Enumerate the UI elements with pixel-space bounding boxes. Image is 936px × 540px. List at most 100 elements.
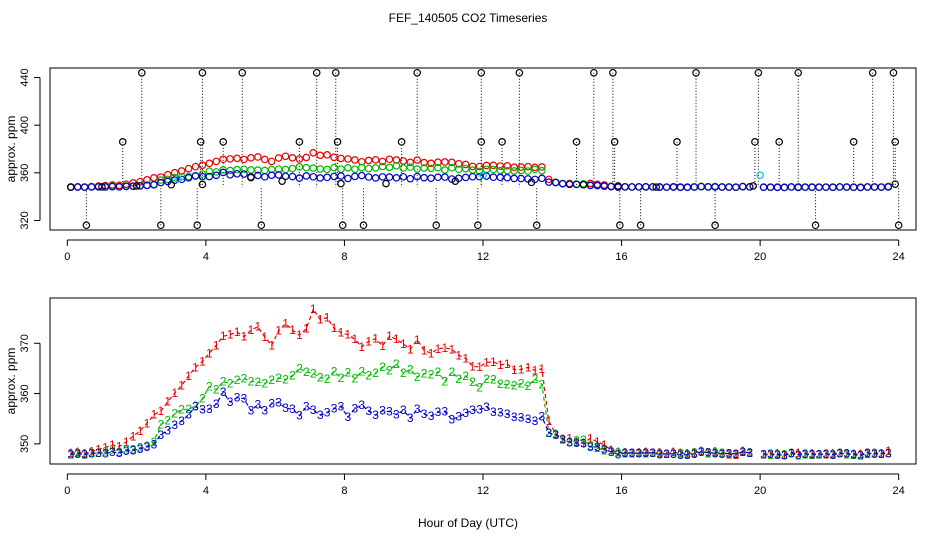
blue-point <box>357 171 366 180</box>
green-series-point-label: 2 <box>601 443 608 457</box>
outliers-point <box>775 138 783 146</box>
red-series-point-label: 1 <box>525 360 532 374</box>
outliers-point <box>474 221 482 230</box>
blue-series-point-label: 3 <box>663 447 670 461</box>
outliers-point <box>610 138 619 146</box>
red-series-point-label: 1 <box>81 446 88 460</box>
blue-series-point-label: 3 <box>324 406 331 420</box>
blue-point <box>80 183 89 192</box>
green-series-point-label: 2 <box>629 446 636 460</box>
outliers-point <box>572 138 581 146</box>
green-series-point-label: 2 <box>310 366 317 380</box>
red-series-point-label: 1 <box>206 346 213 360</box>
red-series-point-label: 1 <box>414 333 421 347</box>
blue-series-point-label: 3 <box>345 410 352 424</box>
blue-series-point-label: 3 <box>518 411 525 425</box>
blue-series-point-label: 3 <box>857 448 864 462</box>
red-series-point-label: 1 <box>400 337 407 351</box>
red-series-point-label: 1 <box>788 446 795 460</box>
green-series-point-label: 2 <box>511 379 518 393</box>
green-series-point-label: 2 <box>130 442 137 456</box>
blue-point <box>371 174 380 182</box>
green-series-point-label: 2 <box>254 375 261 389</box>
red-series-point-label: 1 <box>698 444 705 458</box>
cyan-point <box>174 174 182 183</box>
blue-series-point-label: 3 <box>109 445 116 459</box>
blue-series-point-label: 3 <box>386 405 393 419</box>
green-series-point-label: 2 <box>545 426 552 440</box>
blue-series-point-label: 3 <box>566 435 573 449</box>
green-point <box>364 164 373 173</box>
red-point <box>267 157 276 166</box>
green-series-point-label: 2 <box>164 414 171 428</box>
green-series-point-label: 2 <box>483 372 490 386</box>
bottom-x-tick-label: 24 <box>893 485 905 497</box>
green-series-point-label: 2 <box>559 432 566 446</box>
red-point <box>205 159 214 168</box>
blue-point <box>635 183 643 191</box>
blue-point <box>662 183 671 191</box>
green-series-point-label: 2 <box>476 381 483 395</box>
red-series-point-label: 1 <box>483 355 490 369</box>
outliers-point <box>849 138 858 146</box>
red-series-point-label: 1 <box>137 424 144 438</box>
green-series-point-label: 2 <box>171 407 178 421</box>
red-series-point-label: 1 <box>663 447 670 461</box>
outliers-point <box>137 68 146 77</box>
blue-series-point-label: 3 <box>88 446 95 460</box>
blue-point <box>835 183 844 191</box>
green-series-point-label: 2 <box>656 446 663 460</box>
top-panel: approx. ppm 0 4 8 12 16 20 24 320 360 400 440 <box>4 67 917 263</box>
green-series-point-label: 2 <box>199 392 206 406</box>
blue-point <box>884 183 893 191</box>
green-point <box>531 165 539 174</box>
red-series-point-label: 1 <box>629 446 636 460</box>
outliers-point <box>515 68 524 77</box>
green-series-point-label: 2 <box>608 444 615 458</box>
red-series-point-label: 1 <box>95 442 102 456</box>
green-series-point-label: 2 <box>248 375 255 389</box>
blue-point <box>260 173 269 181</box>
red-point <box>475 162 484 171</box>
green-series-point-label: 2 <box>81 447 88 461</box>
red-series-point-label: 1 <box>88 444 95 458</box>
blue-point <box>177 175 186 184</box>
blue-point <box>551 178 560 187</box>
green-series-point-label: 2 <box>372 366 379 380</box>
red-series-point-label: 1 <box>809 446 816 460</box>
blue-point <box>829 183 837 192</box>
red-series-point-label: 1 <box>864 447 871 461</box>
blue-series-point-label: 3 <box>629 446 636 460</box>
red-point <box>364 156 373 165</box>
green-point <box>406 163 415 171</box>
blue-series-point-label: 3 <box>317 408 324 422</box>
blue-series-point-label: 3 <box>511 410 518 424</box>
red-series-point-label: 1 <box>261 330 268 344</box>
red-series-point-label: 1 <box>164 395 171 409</box>
red-series-point-label: 1 <box>504 357 511 371</box>
blue-series-point-label: 3 <box>539 410 546 424</box>
green-point <box>357 163 366 172</box>
red-series-point-label: 1 <box>885 444 892 458</box>
green-series-point-label: 2 <box>850 448 857 462</box>
blue-series-point-label: 3 <box>677 448 684 462</box>
blue-point <box>849 183 858 192</box>
blue-point <box>822 183 830 191</box>
blue-series-point-label: 3 <box>504 407 511 421</box>
green-series-point-label: 2 <box>435 365 442 379</box>
green-series-point-label: 2 <box>358 364 365 378</box>
blue-series-point-label: 3 <box>823 447 830 461</box>
red-series-point-label: 1 <box>594 435 601 449</box>
blue-point <box>420 173 428 182</box>
red-series-point-label: 1 <box>74 445 81 459</box>
green-point <box>247 166 255 174</box>
outliers-point <box>312 68 321 77</box>
red-series-point-label: 1 <box>227 328 234 342</box>
bottom-y-tick-label: 350 <box>19 435 31 453</box>
bottom-x-tick-label: 16 <box>615 485 627 497</box>
green-series-point-label: 2 <box>587 439 594 453</box>
black-point <box>98 183 106 191</box>
blue-series-point-label: 3 <box>206 402 213 416</box>
red-series-point-label: 1 <box>746 446 753 460</box>
